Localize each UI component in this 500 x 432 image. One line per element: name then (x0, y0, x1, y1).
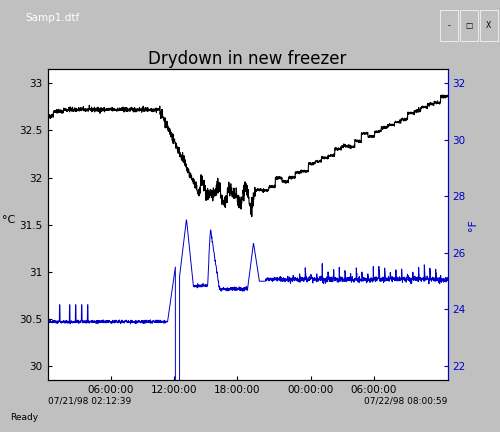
Text: 07/21/98 02:12:39: 07/21/98 02:12:39 (48, 397, 131, 406)
FancyBboxPatch shape (460, 10, 477, 41)
FancyBboxPatch shape (440, 10, 458, 41)
Y-axis label: °F: °F (468, 219, 478, 231)
Text: 07/22/98 08:00:59: 07/22/98 08:00:59 (364, 397, 448, 406)
Text: □: □ (465, 22, 472, 30)
Title: Drydown in new freezer: Drydown in new freezer (148, 50, 346, 67)
Text: X: X (486, 22, 491, 30)
Y-axis label: °C: °C (2, 215, 15, 225)
Text: Ready: Ready (10, 413, 38, 422)
FancyBboxPatch shape (480, 10, 498, 41)
Text: Samp1.dtf: Samp1.dtf (25, 13, 79, 23)
Text: -: - (447, 22, 450, 30)
